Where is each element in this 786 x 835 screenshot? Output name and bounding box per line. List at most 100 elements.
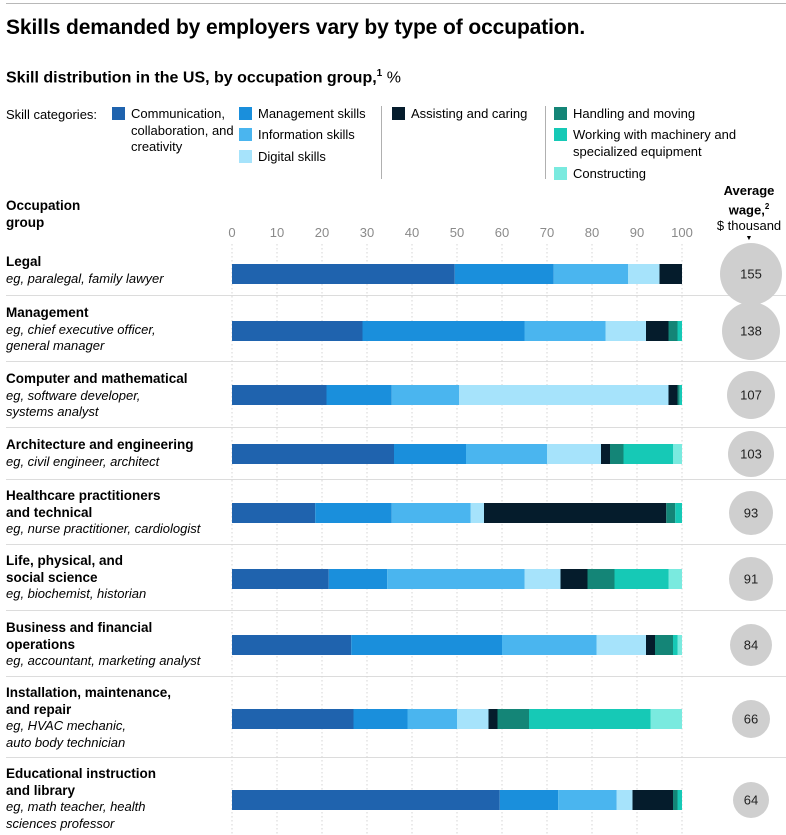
bar-segment: [454, 264, 554, 284]
wage-bubble: [729, 557, 773, 601]
bar-segment: [616, 790, 633, 810]
bar-segment: [232, 444, 394, 464]
wage-bubble: [720, 243, 782, 305]
legend-swatch: [554, 128, 567, 141]
bar-segment: [328, 569, 388, 589]
legend-swatch: [554, 167, 567, 180]
bar-segment: [547, 444, 601, 464]
bar-segment: [315, 503, 392, 523]
occupation-name: Architecture and engineering: [6, 437, 194, 452]
row-separator: [6, 757, 786, 758]
bar-segment: [673, 790, 678, 810]
bar-segment: [596, 635, 646, 655]
bar-segment: [673, 635, 678, 655]
row-separator: [6, 427, 786, 428]
x-tick-label: 30: [360, 225, 374, 240]
wage-bubble: [729, 491, 773, 535]
x-tick-label: 100: [671, 225, 693, 240]
bar-segment: [457, 709, 489, 729]
bar-segment: [553, 264, 628, 284]
occupation-name: Educational instruction and library: [6, 766, 157, 798]
wage-header-marker: ▼: [745, 235, 753, 243]
wage-column-header: Average wage,2 $ thousand ▼: [712, 183, 786, 243]
x-tick-label: 20: [315, 225, 329, 240]
legend-label: Constructing: [573, 166, 646, 181]
occupation-row-label: Management eg, chief executive officer, g…: [6, 305, 221, 355]
bar-segment: [232, 790, 500, 810]
bar-segment: [659, 264, 682, 284]
legend-label: Assisting and caring: [411, 106, 528, 121]
occupation-row-label: Educational instruction and library eg, m…: [6, 766, 221, 832]
row-separator: [6, 544, 786, 545]
x-tick-label: 10: [270, 225, 284, 240]
subtitle-text: Skill distribution in the US, by occupat…: [6, 69, 377, 87]
occupation-row-label: Architecture and engineering eg, civil en…: [6, 437, 221, 470]
wage-value: 84: [744, 638, 758, 653]
legend-swatch: [112, 107, 125, 120]
wage-header-line2: wage,: [728, 202, 765, 218]
occupation-row-label: Computer and mathematical eg, software de…: [6, 371, 221, 421]
bar-segment: [679, 385, 682, 405]
subtitle-footnote: 1: [376, 68, 383, 79]
legend-item-machinery: Working with machinery and specialized e…: [554, 127, 744, 160]
wage-value: 107: [740, 388, 762, 403]
bar-segment: [232, 709, 354, 729]
x-tick-label: 80: [585, 225, 599, 240]
bar-segment: [232, 264, 455, 284]
occupation-row-label: Healthcare practitioners and technical eg…: [6, 488, 221, 538]
bar-segment: [353, 709, 408, 729]
bar-segment: [677, 790, 682, 810]
bar-segment: [646, 635, 655, 655]
wage-value: 155: [740, 267, 762, 282]
occupation-row-label: Life, physical, and social science eg, bi…: [6, 553, 221, 603]
bar-segment: [488, 709, 498, 729]
subtitle-unit: %: [386, 69, 401, 87]
legend-item-management: Management skills: [239, 106, 379, 123]
occupation-examples: eg, accountant, marketing analyst: [6, 653, 201, 668]
wage-bubble: [733, 782, 769, 818]
chart-subtitle: Skill distribution in the US, by occupat…: [6, 68, 401, 87]
x-tick-label: 40: [405, 225, 419, 240]
bar-segment: [601, 444, 610, 464]
occupation-examples: eg, paralegal, family lawyer: [6, 270, 164, 286]
bar-segment: [632, 790, 673, 810]
bar-segment: [628, 264, 660, 284]
bar-segment: [391, 385, 460, 405]
bar-segment: [502, 635, 597, 655]
bar-segment: [232, 635, 352, 655]
bar-segment: [605, 321, 646, 341]
bar-segment: [232, 503, 316, 523]
bar-segment: [524, 569, 561, 589]
legend-label: Working with machinery and specialized e…: [573, 127, 737, 159]
row-separator: [6, 676, 786, 677]
bar-segment: [326, 385, 392, 405]
legend-swatch: [392, 107, 405, 120]
bar-segment: [675, 503, 682, 523]
bar-segment: [529, 709, 651, 729]
legend-label: Digital skills: [258, 149, 326, 164]
bar-segment: [351, 635, 502, 655]
wage-bubble: [727, 371, 775, 419]
legend-swatch: [239, 150, 252, 163]
wage-bubble: [732, 700, 770, 738]
bar-segment: [499, 790, 559, 810]
bar-segment: [470, 503, 484, 523]
legend-lead: Skill categories:: [6, 107, 98, 122]
occupation-row-label: Installation, maintenance, and repair eg,…: [6, 685, 221, 751]
bar-segment: [387, 569, 525, 589]
occupation-examples: eg, software developer, systems analyst: [6, 387, 141, 420]
bar-segment: [677, 635, 682, 655]
wage-header-line3: $ thousand: [716, 218, 782, 234]
occupation-examples: eg, nurse practitioner, cardiologist: [6, 521, 201, 536]
bar-segment: [232, 385, 327, 405]
legend-item-digital: Digital skills: [239, 149, 379, 166]
occupation-examples: eg, civil engineer, architect: [6, 453, 160, 469]
legend-swatch: [239, 128, 252, 141]
legend-item-communication: Communication, collaboration, and creati…: [112, 106, 242, 156]
bar-segment: [459, 385, 669, 405]
bar-segment: [623, 444, 673, 464]
occupation-name: Management: [6, 305, 89, 320]
occupation-examples: eg, chief executive officer, general man…: [6, 321, 156, 354]
wage-value: 138: [740, 324, 762, 339]
